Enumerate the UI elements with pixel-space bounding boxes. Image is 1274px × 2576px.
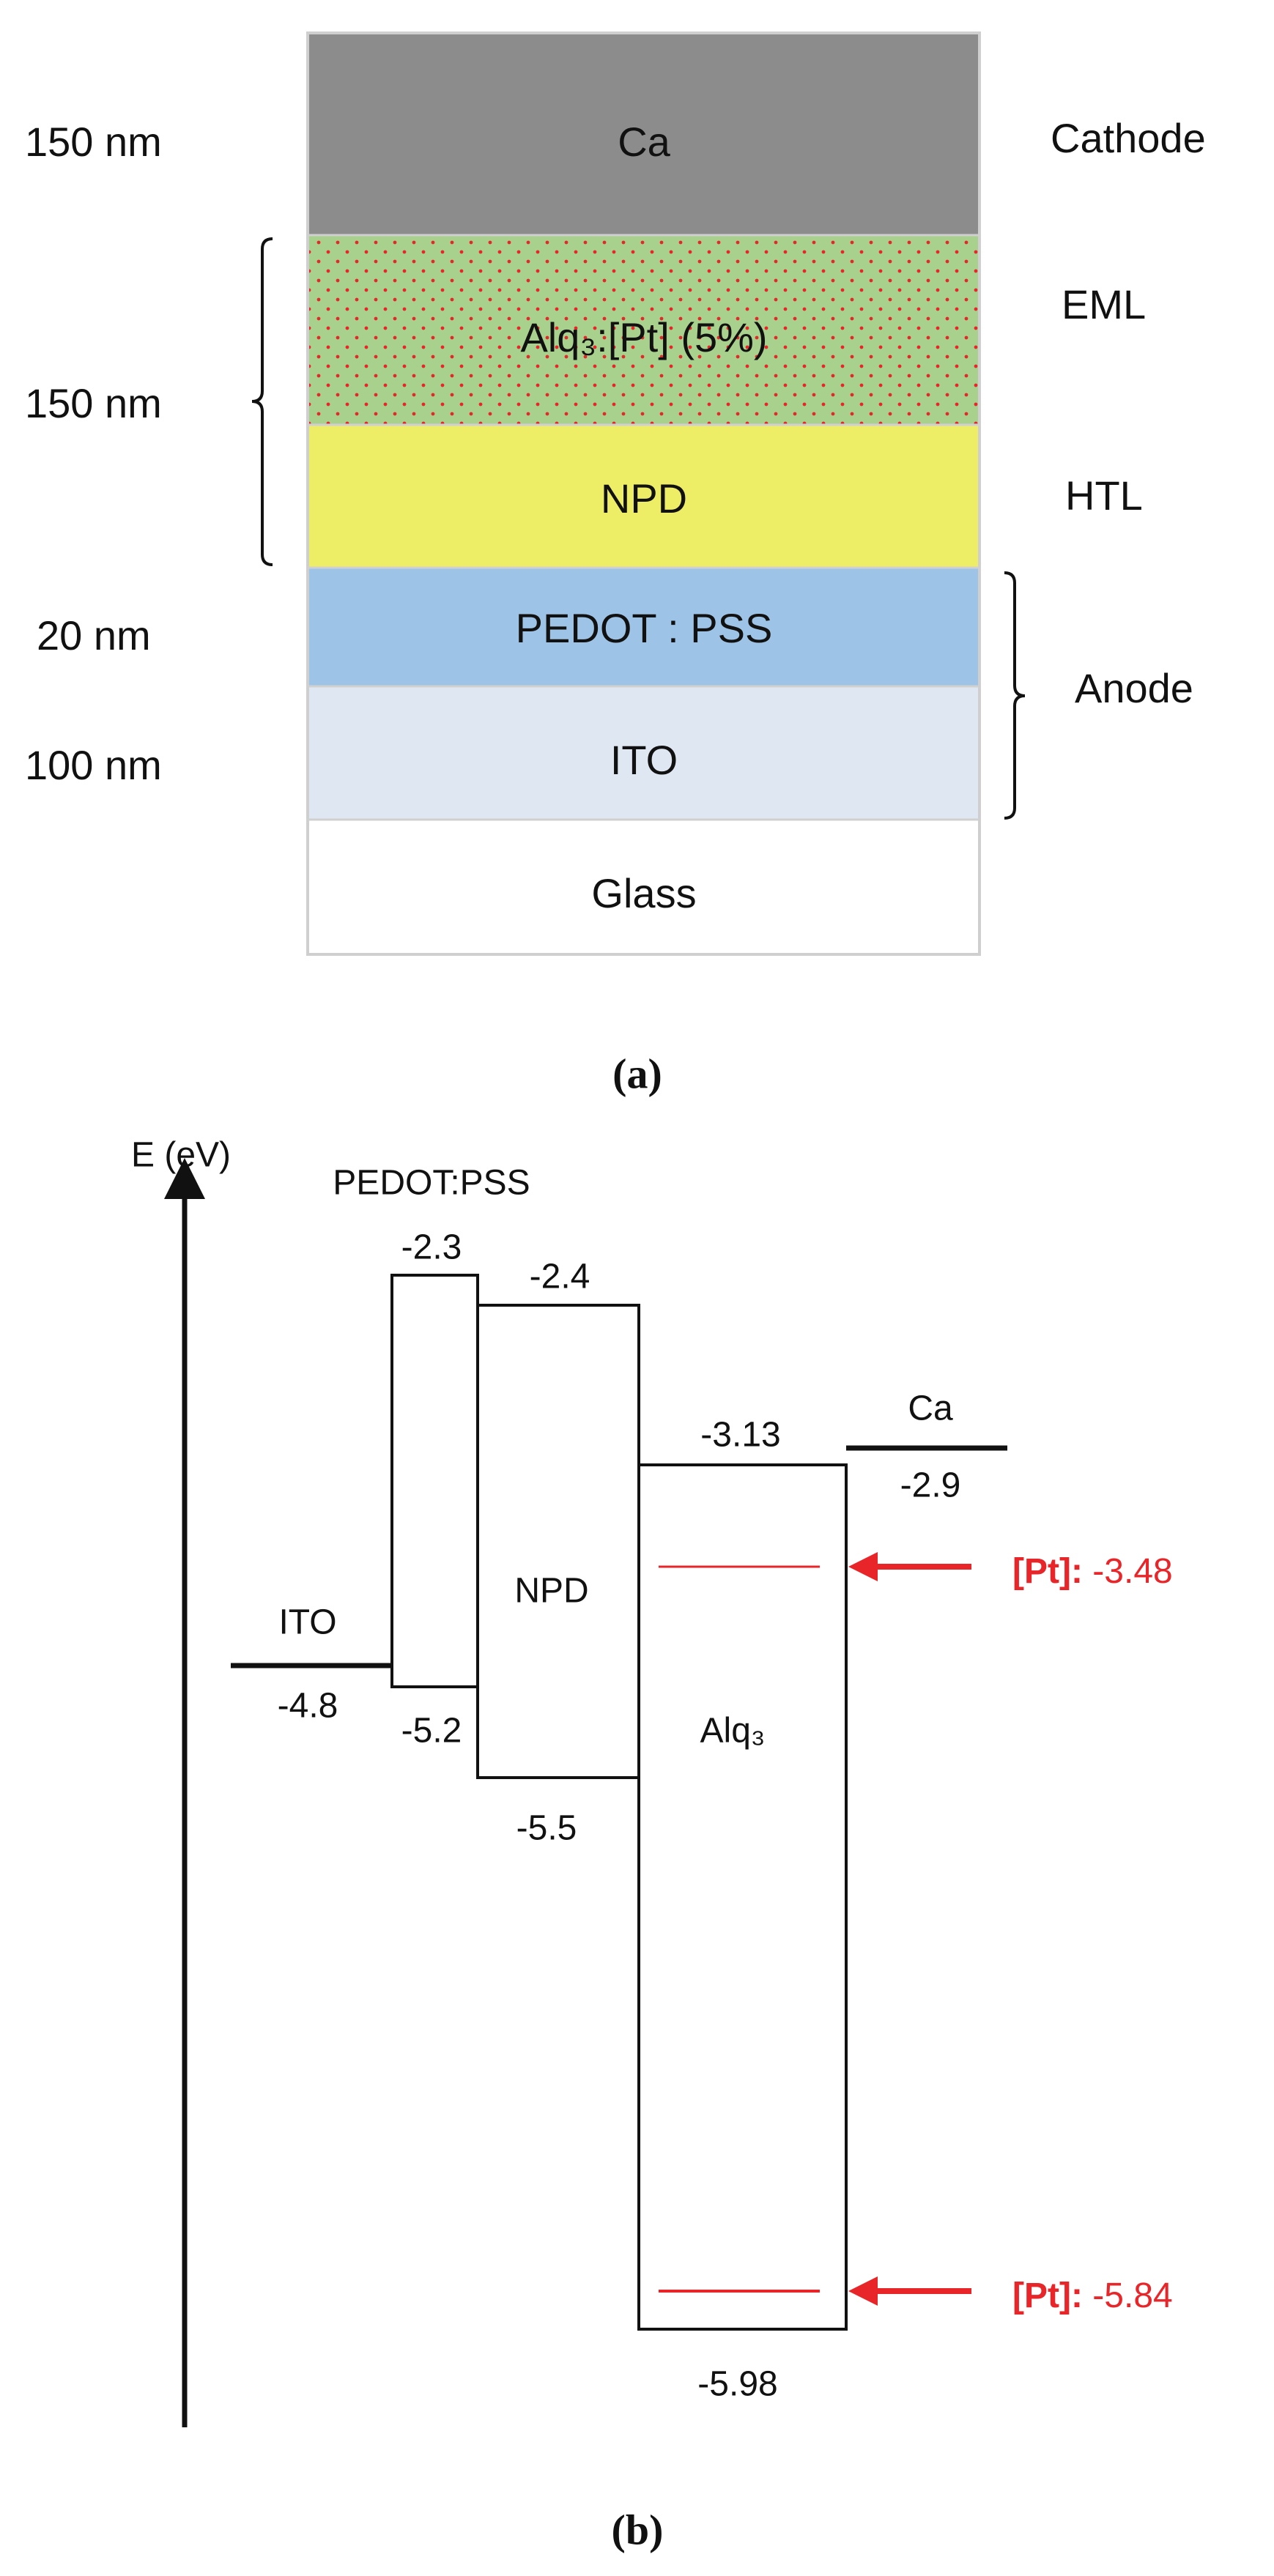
dopant-name: [Pt]: (1012, 2276, 1083, 2315)
thickness-label: 100 nm (25, 742, 162, 788)
layer-label: NPD (601, 475, 687, 521)
caption: (b) (612, 2506, 664, 2553)
npd-box (476, 1304, 640, 1779)
material-label: ITO (278, 1603, 336, 1642)
level-label: -5.98 (697, 2365, 777, 2404)
level-label: -2.4 (530, 1258, 590, 1296)
device-stack: Ca Alq₃:[Pt] (5%) NPD PEDOT : PSS ITO Gl… (306, 31, 981, 956)
level-label: -3.13 (700, 1416, 780, 1455)
layer-npd (308, 425, 979, 568)
level-label: -4.8 (278, 1687, 338, 1726)
layer-eml (308, 235, 979, 425)
left-brace (251, 237, 273, 566)
dopant-label: [Pt]: -3.48 (1012, 1552, 1173, 1591)
stack-border (306, 31, 981, 956)
thickness-label: 150 nm (25, 380, 162, 426)
layer-ito (308, 686, 979, 820)
role-label: Anode (1075, 665, 1193, 711)
level-label: -2.9 (900, 1466, 961, 1505)
dopant-label: [Pt]: -5.84 (1012, 2276, 1173, 2315)
layer-glass (308, 820, 979, 954)
thickness-label: 20 nm (37, 612, 151, 658)
level-label: -5.2 (401, 1712, 462, 1751)
layer-label: Alq₃:[Pt] (5%) (520, 314, 767, 360)
pedot-box (390, 1274, 479, 1688)
level-label: -2.3 (401, 1228, 462, 1267)
alq3-box (637, 1463, 848, 2331)
layer-label: PEDOT : PSS (516, 605, 773, 651)
material-label: Ca (908, 1389, 953, 1428)
role-label: EML (1062, 281, 1146, 327)
dopant-name: [Pt]: (1012, 1552, 1083, 1591)
material-label: PEDOT:PSS (333, 1164, 530, 1203)
dopant-value: -5.84 (1092, 2276, 1172, 2315)
dopant-value: -3.48 (1092, 1552, 1172, 1591)
layer-ca (308, 33, 979, 235)
level-label: -5.5 (516, 1809, 577, 1848)
material-label: Alq₃ (700, 1712, 766, 1751)
layer-label: Glass (591, 870, 696, 916)
layer-pedot (308, 568, 979, 686)
role-label: Cathode (1051, 115, 1206, 161)
material-label: NPD (514, 1572, 588, 1611)
layer-label: Ca (618, 119, 670, 165)
thickness-label: 150 nm (25, 119, 162, 165)
layer-label: ITO (610, 737, 678, 783)
right-brace (1004, 571, 1026, 820)
caption: (a) (612, 1050, 662, 1097)
role-label: HTL (1065, 472, 1143, 519)
axis-label: E (eV) (131, 1136, 231, 1175)
